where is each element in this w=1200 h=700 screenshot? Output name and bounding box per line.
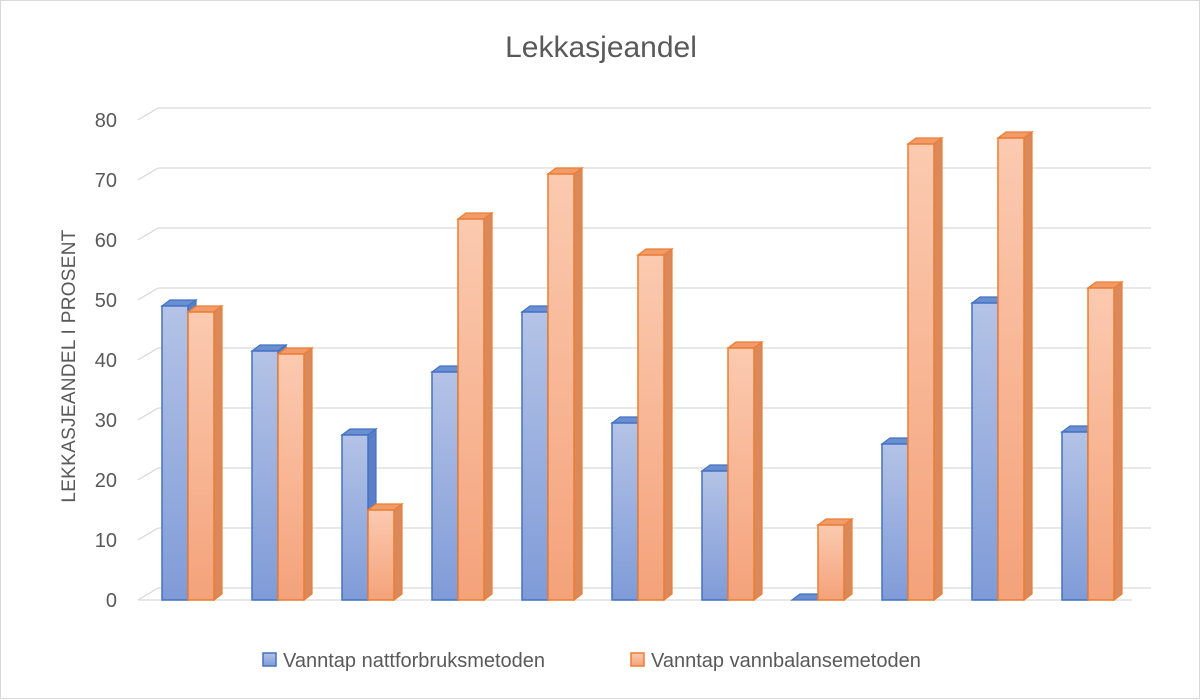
bar-front bbox=[997, 137, 1025, 601]
y-tick-label: 60 bbox=[95, 230, 117, 252]
y-tick-label: 80 bbox=[95, 110, 117, 132]
legend-label-nattforbruk: Vanntap nattforbruksmetoden bbox=[283, 650, 545, 672]
bar-front bbox=[727, 347, 755, 601]
bar-side bbox=[303, 346, 313, 602]
y-tick-label: 30 bbox=[95, 410, 117, 432]
bar-front bbox=[187, 311, 215, 601]
legend-swatch-nattforbruk bbox=[262, 652, 277, 667]
bar-side bbox=[1023, 130, 1033, 602]
bar-front bbox=[251, 350, 279, 601]
bar bbox=[726, 340, 764, 602]
bar-side bbox=[573, 166, 583, 602]
bar bbox=[816, 517, 854, 602]
bar bbox=[186, 304, 224, 602]
gridline-side bbox=[137, 167, 159, 181]
legend-item-vannbalanse: Vanntap vannbalansemetoden bbox=[630, 650, 921, 672]
gridline-side bbox=[137, 347, 159, 361]
y-tick-label: 10 bbox=[95, 530, 117, 552]
bar-front bbox=[701, 470, 729, 601]
bars bbox=[160, 130, 1124, 602]
gridline-side bbox=[137, 227, 159, 241]
bar-front bbox=[457, 218, 485, 601]
chart-title: Lekkasjeandel bbox=[505, 31, 697, 64]
bar-side bbox=[213, 304, 223, 602]
y-axis-label: LEKKASJEANDEL I PROSENT bbox=[59, 229, 80, 502]
bar-side bbox=[843, 517, 853, 602]
legend-item-nattforbruk: Vanntap nattforbruksmetoden bbox=[262, 650, 545, 672]
legend: Vanntap nattforbruksmetoden Vanntap vann… bbox=[262, 650, 921, 672]
bar-front bbox=[161, 305, 189, 601]
bar-front bbox=[277, 353, 305, 601]
bar bbox=[276, 346, 314, 602]
y-tick-label: 0 bbox=[106, 590, 117, 612]
y-tick-label: 40 bbox=[95, 350, 117, 372]
bar-front bbox=[611, 422, 639, 601]
gridline-side bbox=[137, 407, 159, 421]
y-tick-label: 50 bbox=[95, 290, 117, 312]
gridline-side bbox=[137, 107, 159, 121]
bar-front bbox=[341, 434, 369, 601]
y-tick-label: 20 bbox=[95, 470, 117, 492]
legend-label-vannbalanse: Vanntap vannbalansemetoden bbox=[651, 650, 921, 672]
bar-front bbox=[817, 524, 845, 601]
bar bbox=[546, 166, 584, 602]
bar-front bbox=[1087, 287, 1115, 601]
bar-front bbox=[971, 302, 999, 601]
gridline-side bbox=[137, 587, 159, 601]
y-axis-ticks: 0 10 20 30 40 50 60 70 80 bbox=[95, 110, 117, 612]
bar bbox=[366, 502, 404, 602]
bar-front bbox=[881, 443, 909, 601]
bar bbox=[996, 130, 1034, 602]
bar-side bbox=[1113, 280, 1123, 602]
bar bbox=[456, 211, 494, 602]
bar-front bbox=[1061, 431, 1089, 601]
bar-side bbox=[483, 211, 493, 602]
bar-front bbox=[907, 143, 935, 601]
legend-swatch-vannbalanse bbox=[630, 652, 645, 667]
bar bbox=[1086, 280, 1124, 602]
bar-front bbox=[637, 254, 665, 601]
bar-front bbox=[521, 311, 549, 601]
gridline-side bbox=[137, 287, 159, 301]
bar-side bbox=[753, 340, 763, 602]
y-tick-label: 70 bbox=[95, 170, 117, 192]
bar-front bbox=[367, 509, 395, 601]
gridline-side bbox=[137, 527, 159, 541]
bar-side bbox=[393, 502, 403, 602]
gridline-side bbox=[137, 467, 159, 481]
bar-side bbox=[663, 247, 673, 602]
bar-side bbox=[933, 136, 943, 602]
bar-front bbox=[431, 371, 459, 601]
bar-front bbox=[547, 173, 575, 601]
bar bbox=[906, 136, 944, 602]
bar bbox=[636, 247, 674, 602]
